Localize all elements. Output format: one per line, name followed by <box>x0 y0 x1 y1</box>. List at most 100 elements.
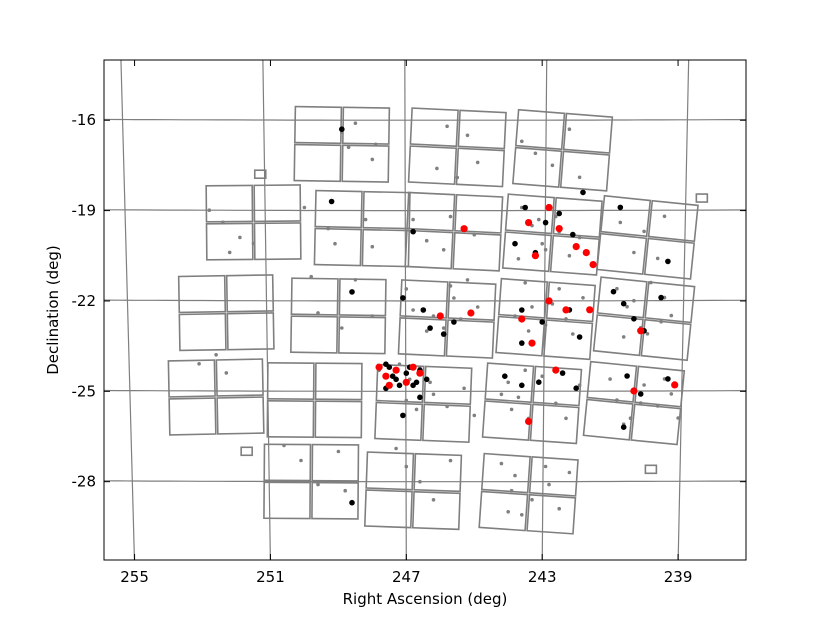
data-point <box>404 464 409 469</box>
data-point <box>642 383 646 387</box>
ccd-outline <box>314 189 363 229</box>
data-point <box>227 250 232 255</box>
data-point <box>349 499 355 506</box>
data-point <box>630 387 638 395</box>
data-point <box>404 287 409 291</box>
data-point <box>441 248 446 252</box>
ccd-outline <box>504 193 556 235</box>
ccd-outline <box>314 400 363 439</box>
ccd-outline <box>341 144 390 183</box>
data-point <box>533 151 538 156</box>
data-point <box>221 220 225 225</box>
data-point <box>530 497 534 502</box>
x-axis-title: Right Ascension (deg) <box>343 590 508 608</box>
survey-tile <box>596 194 699 280</box>
data-point <box>564 416 568 421</box>
data-point <box>567 470 572 475</box>
ccd-outline <box>313 227 362 267</box>
ccd-outline <box>225 274 275 313</box>
y-tick-label: -19 <box>72 202 97 220</box>
ccd-outline <box>511 146 563 188</box>
data-point <box>363 217 368 222</box>
data-point <box>542 219 549 226</box>
data-point <box>340 326 344 330</box>
data-point <box>389 373 396 380</box>
ccd-outline <box>215 358 264 397</box>
ccd-outline <box>406 191 456 232</box>
ccd-outline <box>342 106 391 145</box>
data-points <box>197 121 680 517</box>
data-point <box>509 407 514 412</box>
data-point <box>339 126 345 132</box>
data-point <box>572 243 580 251</box>
data-point <box>214 353 218 357</box>
data-point <box>562 306 570 314</box>
data-point <box>649 280 653 285</box>
ccd-outline <box>592 314 644 357</box>
data-point <box>397 362 402 367</box>
survey-tile <box>592 276 696 362</box>
data-point <box>580 189 586 196</box>
data-point <box>516 257 521 261</box>
data-point <box>396 382 403 389</box>
data-point <box>610 288 617 295</box>
guide-chip <box>695 193 709 203</box>
data-point <box>617 204 624 211</box>
data-point <box>513 314 517 318</box>
ccd-outline <box>362 190 411 230</box>
data-point <box>431 498 436 502</box>
data-point <box>655 256 660 261</box>
data-point <box>427 325 433 331</box>
data-point <box>451 319 457 325</box>
data-point <box>526 329 531 333</box>
data-point <box>431 392 436 397</box>
data-point <box>400 412 406 419</box>
data-point <box>417 394 423 401</box>
data-point <box>420 307 427 313</box>
data-point <box>410 228 416 235</box>
dec-grid-line <box>104 118 746 121</box>
survey-tile <box>582 360 686 446</box>
ccd-outline <box>455 147 506 188</box>
y-tick-label: -22 <box>72 292 97 310</box>
data-point <box>556 210 562 217</box>
plot-frame <box>103 59 747 561</box>
data-point <box>448 284 453 288</box>
data-point <box>513 473 517 478</box>
data-point <box>402 378 410 386</box>
survey-tile <box>404 191 504 272</box>
ccd-outline <box>480 452 531 494</box>
data-point <box>554 401 558 406</box>
survey-tile <box>363 451 463 531</box>
data-point <box>343 488 348 493</box>
data-point <box>353 121 358 125</box>
data-point <box>238 235 242 240</box>
ccd-outline <box>311 443 360 482</box>
data-point <box>418 479 422 484</box>
data-point <box>555 225 563 233</box>
data-point <box>621 335 626 339</box>
data-point <box>582 249 590 257</box>
data-point <box>316 482 320 487</box>
survey-tile <box>263 443 360 520</box>
data-point <box>628 416 633 421</box>
guide-chip <box>253 169 267 180</box>
data-point <box>540 374 544 379</box>
data-point <box>637 391 644 397</box>
ccd-outline <box>290 315 339 354</box>
ccd-outline <box>314 362 363 401</box>
survey-tile <box>293 105 391 183</box>
data-point <box>413 379 420 386</box>
data-point <box>519 382 525 389</box>
data-point <box>309 274 314 279</box>
survey-tile <box>374 363 473 444</box>
data-point <box>207 208 212 212</box>
data-point <box>431 314 436 318</box>
ccd-outline <box>478 490 529 532</box>
data-point <box>518 315 526 323</box>
data-point <box>523 281 527 285</box>
data-point <box>435 166 439 171</box>
data-point <box>662 214 667 219</box>
ccd-outline <box>338 278 387 317</box>
